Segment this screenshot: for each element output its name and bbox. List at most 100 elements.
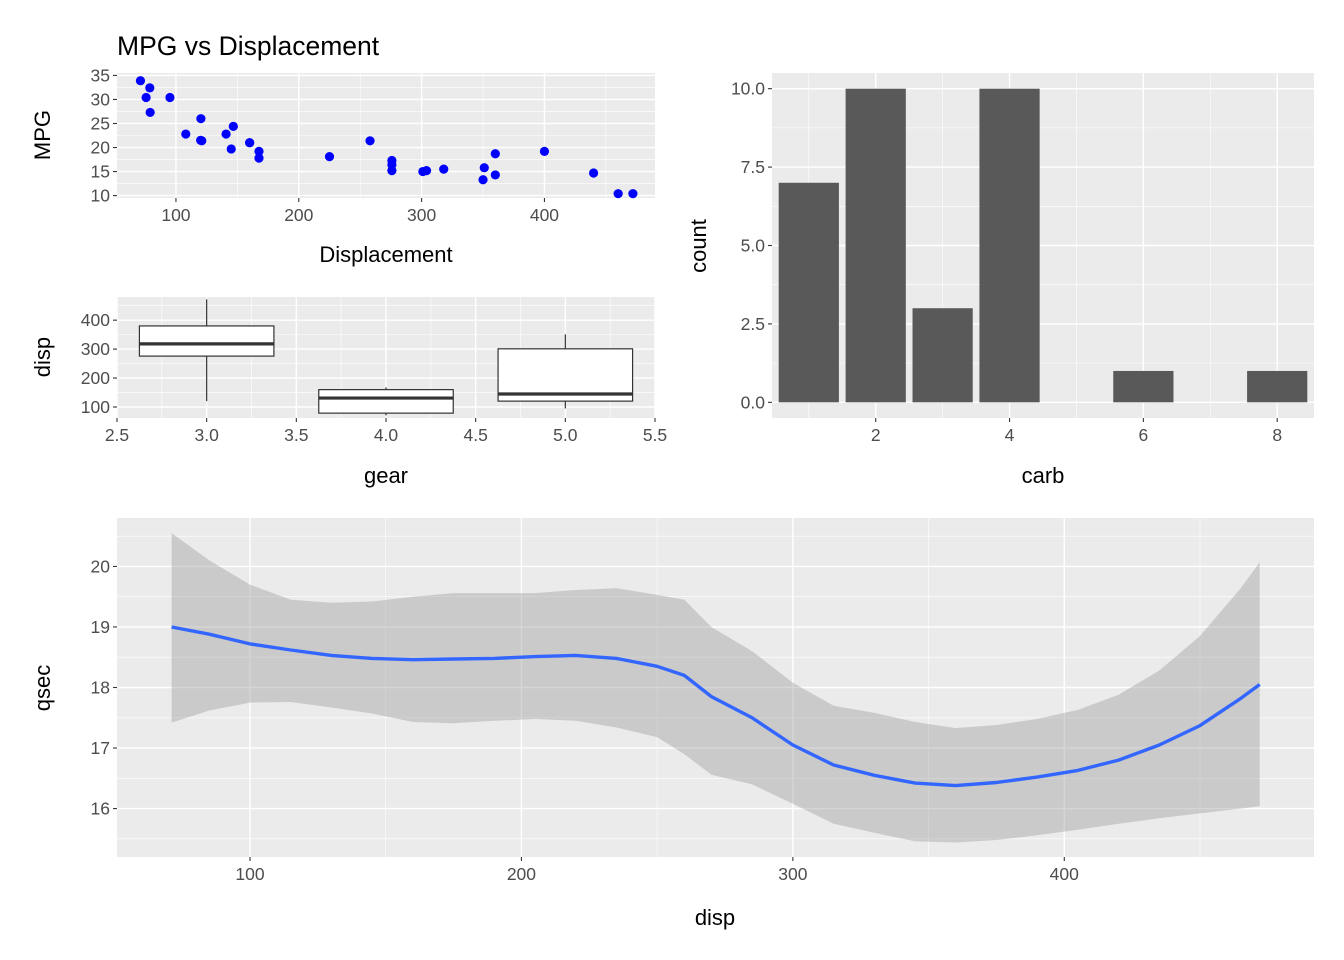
- data-point: [196, 114, 206, 124]
- x-tick-label: 400: [530, 205, 559, 225]
- axes: 100 200 300 400 16 17 18 19 20 disp qsec: [30, 556, 1079, 930]
- data-point: [226, 144, 236, 154]
- y-tick-label: 15: [91, 162, 110, 182]
- bar: [912, 308, 973, 403]
- x-tick-label: 300: [778, 864, 807, 884]
- box: [138, 325, 275, 357]
- data-point: [418, 166, 428, 177]
- box: [318, 389, 454, 414]
- data-point: [324, 152, 335, 162]
- data-point: [181, 129, 191, 139]
- axes: 2 4 6 8 0.0 2.5 5.0 7.5 10.0 carb count: [686, 79, 1282, 488]
- y-axis-title: count: [686, 219, 711, 273]
- data-point: [165, 92, 175, 103]
- x-tick-label: 4.5: [464, 425, 488, 445]
- disp-boxplot-panel: 2.5 3.0 3.5 4.0 4.5 5.0 5.5 100 200 300 400 gear dis…: [30, 297, 667, 488]
- data-point: [254, 146, 264, 156]
- x-axis-title: disp: [695, 905, 735, 930]
- x-axis-title: carb: [1022, 463, 1065, 488]
- data-point: [221, 129, 231, 139]
- data-point: [228, 121, 238, 131]
- data-point: [145, 107, 155, 118]
- x-tick-label: 8: [1272, 425, 1282, 445]
- data-point: [245, 138, 255, 148]
- data-point: [145, 83, 155, 93]
- data-marks: [778, 88, 1308, 403]
- y-tick-label: 20: [91, 556, 111, 576]
- data-point: [479, 163, 489, 173]
- x-tick-label: 300: [407, 205, 436, 225]
- data-point: [478, 175, 488, 185]
- chart-title: MPG vs Displacement: [117, 31, 380, 61]
- x-tick-label: 200: [284, 205, 313, 225]
- y-tick-label: 17: [91, 738, 110, 758]
- data-point: [490, 170, 500, 180]
- x-tick-label: 2.5: [105, 425, 129, 445]
- bar: [845, 88, 906, 403]
- x-tick-label: 3.0: [195, 425, 220, 445]
- y-tick-label: 10: [91, 186, 111, 206]
- axes: 100 200 300 400 10 15 20 25 30 35 Displacement MPG: [30, 65, 559, 267]
- x-axis-title: gear: [364, 463, 408, 488]
- x-axis-title: Displacement: [319, 242, 452, 267]
- x-tick-label: 5.0: [553, 425, 578, 445]
- x-tick-label: 4: [1005, 425, 1015, 445]
- data-point: [141, 92, 151, 103]
- y-tick-label: 0.0: [741, 392, 766, 412]
- data-point: [387, 165, 397, 176]
- data-point: [135, 76, 146, 86]
- data-point: [254, 153, 264, 163]
- y-tick-label: 2.5: [741, 314, 765, 334]
- data-marks: [135, 76, 638, 199]
- data-point: [439, 164, 449, 174]
- bar: [979, 88, 1040, 403]
- y-tick-label: 18: [91, 678, 110, 698]
- y-tick-label: 400: [81, 310, 110, 330]
- x-tick-label: 4.0: [374, 425, 399, 445]
- y-tick-label: 30: [91, 89, 111, 109]
- bar: [778, 182, 839, 403]
- x-tick-label: 400: [1050, 864, 1079, 884]
- data-point: [613, 189, 623, 199]
- data-point: [197, 136, 207, 146]
- x-tick-label: 6: [1139, 425, 1149, 445]
- y-axis-title: disp: [30, 337, 55, 377]
- box-group: [318, 387, 454, 416]
- y-tick-label: 10.0: [731, 79, 765, 99]
- y-axis-title: qsec: [30, 665, 55, 711]
- y-tick-label: 100: [81, 397, 110, 417]
- carb-bar-panel: 2 4 6 8 0.0 2.5 5.0 7.5 10.0 carb count: [686, 73, 1314, 488]
- data-point: [588, 168, 599, 178]
- bar: [1247, 370, 1308, 403]
- smooth-line: [171, 625, 1261, 788]
- x-tick-label: 2: [871, 425, 881, 445]
- y-tick-label: 35: [91, 65, 110, 85]
- confidence-band: [171, 533, 1260, 843]
- x-tick-label: 200: [507, 864, 536, 884]
- axes: 2.5 3.0 3.5 4.0 4.5 5.0 5.5 100 200 300 400 gear dis…: [30, 310, 667, 488]
- y-tick-label: 5.0: [741, 236, 766, 256]
- y-tick-label: 200: [81, 368, 110, 388]
- x-tick-label: 3.5: [284, 425, 308, 445]
- data-marks: [171, 533, 1261, 843]
- y-tick-label: 7.5: [741, 157, 765, 177]
- bar: [1113, 370, 1174, 403]
- mpg-scatter-panel: 100 200 300 400 10 15 20 25 30 35 Displacement MPG M…: [30, 31, 655, 267]
- y-tick-label: 25: [91, 113, 110, 133]
- data-point: [539, 146, 550, 156]
- y-tick-label: 16: [91, 799, 110, 819]
- x-tick-label: 100: [235, 864, 264, 884]
- data-point: [365, 136, 375, 146]
- y-tick-label: 20: [91, 138, 111, 158]
- box-group: [138, 299, 275, 402]
- x-tick-label: 100: [161, 205, 190, 225]
- x-tick-label: 5.5: [643, 425, 667, 445]
- box-group: [497, 334, 634, 409]
- y-tick-label: 19: [91, 617, 110, 637]
- qsec-smooth-panel: 100 200 300 400 16 17 18 19 20 disp qsec: [30, 518, 1314, 930]
- y-axis-title: MPG: [30, 110, 55, 160]
- data-point: [387, 155, 397, 166]
- data-marks: [138, 299, 634, 416]
- data-point: [628, 189, 638, 199]
